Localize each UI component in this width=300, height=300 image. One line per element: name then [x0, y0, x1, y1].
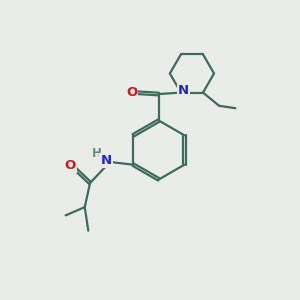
Text: O: O	[65, 159, 76, 172]
Text: O: O	[126, 86, 137, 99]
Text: N: N	[100, 154, 112, 167]
Text: H: H	[92, 147, 102, 160]
Text: N: N	[178, 84, 189, 97]
